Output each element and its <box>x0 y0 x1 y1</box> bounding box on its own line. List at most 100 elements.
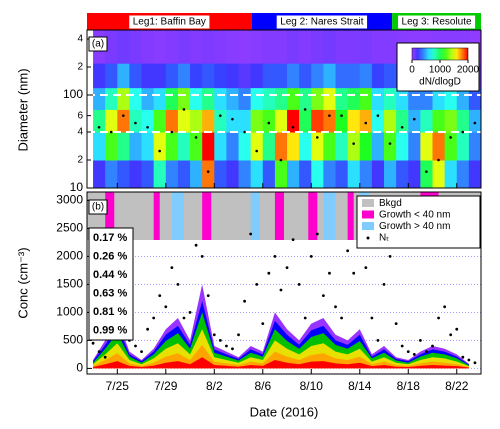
heat-cell <box>165 30 179 64</box>
mode-point <box>279 158 283 162</box>
heat-cell <box>93 109 106 133</box>
heat-cell <box>117 160 130 188</box>
heat-cell <box>371 132 385 161</box>
heat-cell <box>165 132 179 161</box>
mode-point <box>303 108 307 111</box>
heat-cell <box>335 87 349 110</box>
nt-point <box>297 283 301 286</box>
y-tick-label: 2 <box>77 155 83 166</box>
heat-cell <box>384 63 397 89</box>
nt-point <box>188 311 192 314</box>
nt-point <box>346 249 350 253</box>
mode-point <box>352 142 355 145</box>
heat-cell <box>347 30 361 64</box>
heat-cell <box>287 63 300 89</box>
series-legend-label: 0.17 % <box>93 232 127 244</box>
nt-point <box>243 299 247 303</box>
leg-label: Leg1: Baffin Bay <box>128 14 211 30</box>
mode-point <box>134 121 137 125</box>
nt-point <box>212 333 216 337</box>
heat-cell <box>190 132 203 161</box>
mode-point <box>182 108 186 111</box>
heat-cell <box>347 63 361 89</box>
heat-cell <box>347 132 361 161</box>
heat-cell <box>238 160 252 188</box>
nt-point <box>206 294 210 297</box>
heat-cell <box>299 30 312 64</box>
heat-cell <box>262 87 276 110</box>
nt-point <box>231 347 234 351</box>
heat-cell <box>311 87 324 110</box>
y-tick-label: 4 <box>77 34 83 45</box>
heat-cell <box>274 87 288 110</box>
nt-point <box>146 327 150 331</box>
heat-cell <box>141 132 155 161</box>
heat-cell <box>177 30 191 64</box>
heat-cell <box>323 63 337 89</box>
mode-point <box>328 114 331 117</box>
heat-cell <box>105 87 118 110</box>
heat-cell <box>105 63 118 89</box>
heat-cell <box>153 87 167 110</box>
heat-cell <box>408 160 421 188</box>
nt-point <box>376 339 380 342</box>
mode-point <box>218 114 222 117</box>
ccn-area <box>93 357 469 369</box>
heat-cell <box>141 63 155 89</box>
heat-cell <box>299 87 312 110</box>
heat-cell <box>238 63 252 89</box>
heat-cell <box>408 87 421 110</box>
heat-cell <box>226 132 240 161</box>
colorbar-tick-label: 2000 <box>457 65 480 76</box>
heat-cell <box>468 160 481 188</box>
heat-cell <box>347 109 361 133</box>
heat-cell <box>384 132 397 161</box>
x-tick-label: 7/29 <box>154 379 178 393</box>
nt-point <box>170 266 174 269</box>
heat-cell <box>274 109 288 133</box>
mode-point <box>291 125 295 129</box>
heat-cell <box>202 109 215 133</box>
heat-cell <box>359 132 373 161</box>
nt-point <box>400 344 404 348</box>
heat-cell <box>202 30 215 64</box>
leg-label-box <box>128 14 211 30</box>
heat-cell <box>456 160 470 188</box>
legend-swatch <box>366 236 370 240</box>
y-tick-label: 10 <box>70 180 84 194</box>
heat-cell <box>202 63 215 89</box>
series-legend-label: 0.63 % <box>93 287 127 299</box>
heat-cell <box>238 132 252 161</box>
heat-cell <box>384 30 397 64</box>
heat-cell <box>262 132 276 161</box>
nt-point <box>267 271 271 275</box>
heat-cell <box>226 30 240 64</box>
plot-frame <box>86 29 482 189</box>
legend-swatch <box>362 210 374 219</box>
leg-label: Leg 3: Resolute <box>397 14 477 30</box>
heat-cell <box>262 109 276 133</box>
heat-cell <box>105 30 118 64</box>
heat-cell <box>226 160 240 188</box>
heat-cell <box>347 87 361 110</box>
nt-point <box>412 353 416 356</box>
nt-point <box>437 316 440 320</box>
heat-cell <box>177 63 191 89</box>
heat-cell <box>141 160 155 188</box>
heat-cell <box>371 87 385 110</box>
nt-point <box>309 255 313 258</box>
heat-cell <box>129 30 143 64</box>
mode-point <box>146 125 149 129</box>
heat-cell <box>432 132 446 161</box>
mode-point <box>206 170 210 173</box>
nt-point <box>218 339 222 342</box>
heat-cell <box>359 160 373 188</box>
y-axis-label: Diameter (nm) <box>15 68 30 151</box>
nt-point <box>364 266 368 269</box>
panel-label-box <box>88 36 108 52</box>
heat-cell <box>323 109 337 133</box>
heat-cell <box>190 87 203 110</box>
leg-name: Leg 3: Resolute <box>402 17 472 28</box>
heat-cell <box>420 109 434 133</box>
heat-cell <box>105 109 118 133</box>
